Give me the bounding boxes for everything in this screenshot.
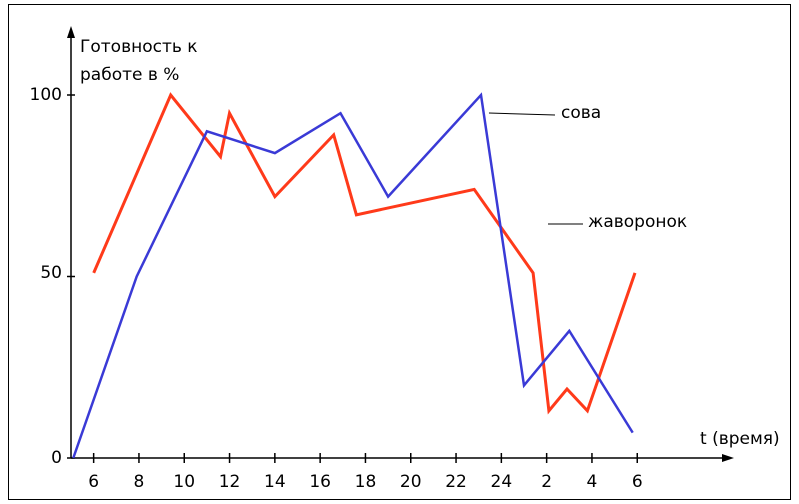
x-tick-label: 22 (445, 472, 467, 492)
x-tick-label: 14 (264, 472, 286, 492)
series-line-zhavoronok (92, 92, 637, 415)
x-tick-label: 24 (491, 472, 513, 492)
x-axis-title: t (время) (700, 429, 780, 449)
series-line-sova (72, 92, 634, 459)
y-tick-label-0: 0 (51, 448, 62, 468)
y-axis-arrow (67, 26, 75, 38)
y-tick-label-100: 100 (30, 85, 62, 105)
y-tick-label-50: 50 (40, 263, 62, 283)
x-tick-label: 20 (400, 472, 422, 492)
series-label: жаворонок (588, 212, 687, 232)
x-tick-label: 6 (88, 472, 99, 492)
x-ticks-group: 6 8 10 12 14 16 18 20 22 24 2 4 6 (67, 94, 643, 492)
chart-frame (8, 4, 791, 500)
y-axis-title: Готовность к работе в % (80, 37, 203, 85)
x-tick-label: 10 (173, 472, 195, 492)
x-tick-label: 16 (309, 472, 331, 492)
series-label-leader (488, 112, 556, 116)
x-tick-label: 18 (355, 472, 377, 492)
x-tick-label: 12 (219, 472, 241, 492)
y-axis-title-line-1: Готовность к (80, 37, 198, 57)
y-axis-title-line-2: работе в % (80, 65, 179, 85)
x-tick-label: 8 (134, 472, 145, 492)
series-group: сова жаворонок (72, 92, 687, 459)
series-label: сова (561, 103, 601, 123)
x-tick-label: 4 (587, 472, 598, 492)
x-tick-label: 6 (632, 472, 643, 492)
x-axis-arrow (722, 454, 734, 462)
x-tick-label: 2 (541, 472, 552, 492)
